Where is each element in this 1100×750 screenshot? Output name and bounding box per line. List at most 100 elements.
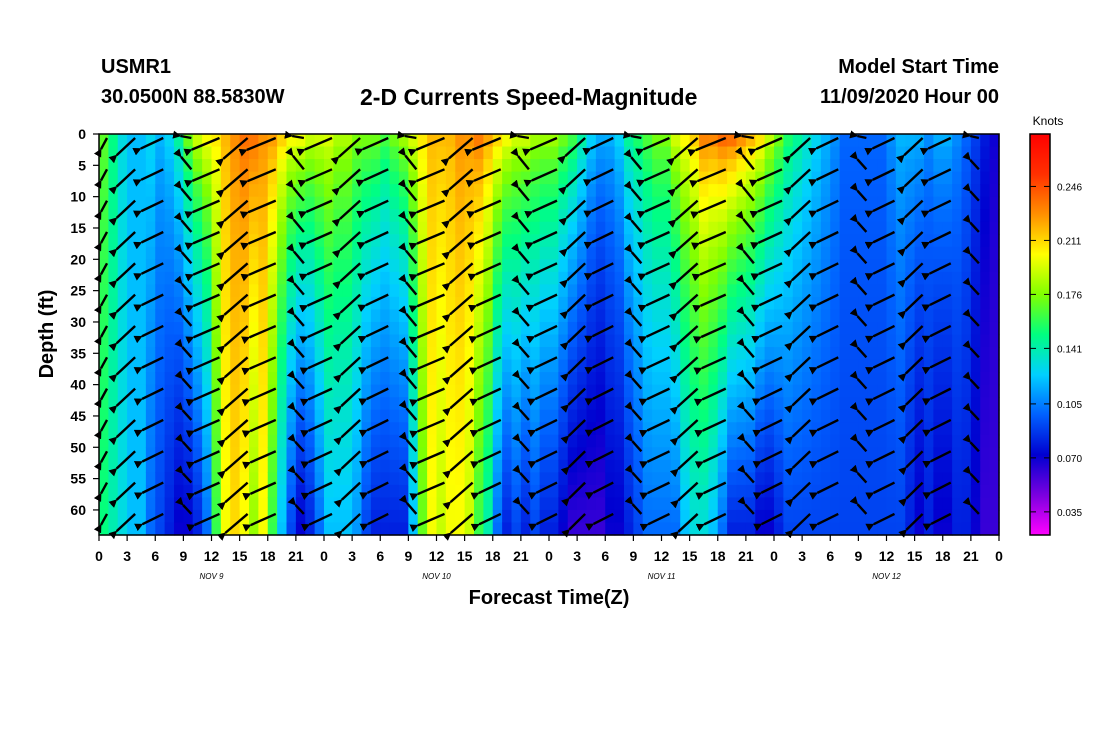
heatmap-cell (295, 359, 306, 373)
heatmap-cell (399, 359, 409, 373)
heatmap-cell (492, 347, 503, 361)
heatmap-cell (933, 209, 944, 223)
current-vector (669, 387, 699, 415)
heatmap-cell (145, 447, 156, 461)
current-vector (525, 262, 558, 281)
heatmap-cell (474, 334, 484, 348)
heatmap-cell (849, 384, 859, 398)
current-vector (409, 418, 445, 439)
heatmap-cell (961, 434, 972, 448)
heatmap-cell (652, 372, 663, 386)
heatmap-cell (745, 459, 756, 473)
heatmap-cell (324, 309, 334, 323)
current-vector (962, 151, 980, 171)
heatmap-cell (633, 447, 644, 461)
heatmap-cell (755, 522, 766, 536)
heatmap-cell (877, 246, 888, 260)
heatmap-cell (895, 347, 906, 361)
heatmap-cell (849, 271, 859, 285)
heatmap-cell (408, 447, 419, 461)
heatmap-cell (680, 184, 691, 198)
heatmap-cell (127, 309, 138, 323)
heatmap-cell (755, 209, 766, 223)
heatmap-cell (764, 184, 775, 198)
current-vector (409, 450, 445, 470)
heatmap-cell (605, 459, 616, 473)
heatmap-cell (867, 159, 878, 173)
heatmap-cell (445, 309, 456, 323)
heatmap-cell (717, 359, 728, 373)
heatmap-cell (867, 184, 878, 198)
heatmap-cell (342, 447, 353, 461)
heatmap-cell (539, 196, 550, 210)
heatmap-cell (652, 259, 663, 273)
heatmap-cell (633, 497, 644, 511)
heatmap-cell (258, 497, 269, 511)
heatmap-cell (924, 397, 934, 411)
heatmap-cell (586, 384, 597, 398)
heatmap-cell (539, 246, 550, 260)
heatmap-cell (839, 159, 850, 173)
heatmap-cell (717, 334, 728, 348)
heatmap-cell (605, 184, 616, 198)
heatmap-cell (670, 472, 681, 486)
heatmap-cell (427, 347, 438, 361)
heatmap-cell (361, 271, 372, 285)
heatmap-cell (652, 434, 663, 448)
heatmap-cell (192, 334, 203, 348)
heatmap-cell (802, 459, 813, 473)
heatmap-cell (99, 359, 109, 373)
heatmap-cell (886, 434, 897, 448)
heatmap-cell (202, 159, 213, 173)
heatmap-cell (839, 259, 850, 273)
heatmap-cell (680, 484, 691, 499)
heatmap-cell (99, 296, 109, 311)
heatmap-cell (174, 359, 184, 373)
heatmap-cell (380, 171, 391, 185)
heatmap-cell (989, 271, 1000, 285)
heatmap-cell (436, 484, 447, 499)
heatmap-cell (352, 296, 363, 311)
heatmap-cell (370, 321, 381, 336)
heatmap-cell (755, 159, 766, 173)
heatmap-cell (380, 484, 391, 499)
heatmap-cell (699, 309, 709, 323)
heatmap-cell (492, 359, 503, 373)
heatmap-cell (961, 497, 972, 511)
heatmap-cell (549, 296, 559, 311)
heatmap-cell (624, 196, 634, 210)
heatmap-cell (117, 397, 128, 411)
heatmap-cell (858, 184, 869, 198)
current-vector (470, 512, 502, 532)
heatmap-cell (689, 372, 700, 386)
heatmap-cell (427, 271, 438, 285)
heatmap-cell (905, 284, 916, 298)
heatmap-cell (492, 459, 503, 473)
heatmap-cell (117, 347, 128, 361)
heatmap-cell (755, 447, 766, 461)
heatmap-cell (202, 409, 213, 423)
heatmap-cell (708, 196, 719, 210)
heatmap-cell (314, 497, 325, 511)
heatmap-cell (727, 459, 738, 473)
heatmap-cell (108, 347, 119, 361)
heatmap-cell (211, 271, 222, 285)
heatmap-cell (942, 334, 953, 348)
heatmap-cell (295, 171, 306, 185)
x-tick-label: 9 (404, 548, 412, 564)
current-vector (185, 418, 220, 438)
heatmap-cell (689, 246, 700, 260)
heatmap-cell (849, 459, 859, 473)
x-tick-label: 15 (907, 548, 923, 564)
heatmap-cell (427, 334, 438, 348)
heatmap-cell (314, 459, 325, 473)
heatmap-cell (136, 196, 147, 210)
heatmap-cell (699, 221, 709, 235)
heatmap-cell (830, 146, 841, 160)
heatmap-cell (699, 447, 709, 461)
heatmap-cell (530, 159, 541, 173)
heatmap-cell (877, 384, 888, 398)
heatmap-cell (820, 334, 831, 348)
heatmap-cell (774, 472, 784, 486)
heatmap-cell (595, 221, 606, 235)
